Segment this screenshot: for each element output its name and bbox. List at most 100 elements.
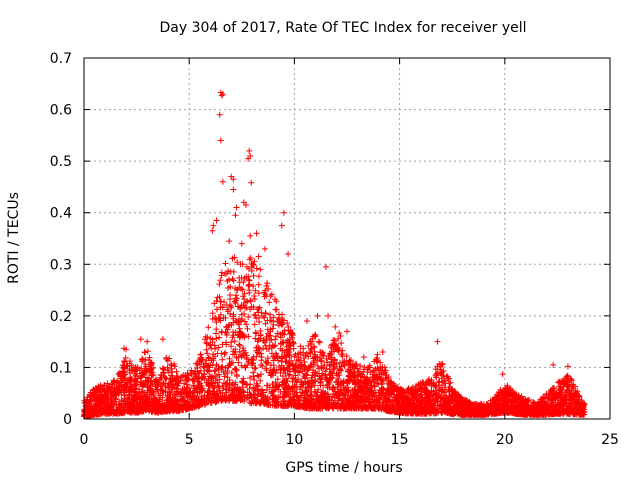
data-point xyxy=(236,341,243,348)
data-point xyxy=(202,333,209,340)
data-point xyxy=(235,321,242,328)
data-point xyxy=(236,348,243,355)
data-point xyxy=(229,334,236,341)
data-point xyxy=(255,336,262,343)
data-point xyxy=(216,376,223,383)
data-point xyxy=(254,306,261,313)
data-point xyxy=(302,397,309,404)
data-point xyxy=(374,351,381,358)
data-point xyxy=(264,359,271,366)
data-point xyxy=(417,391,424,398)
data-point xyxy=(246,281,253,288)
data-point xyxy=(284,389,291,396)
data-point xyxy=(110,388,117,395)
data-point xyxy=(173,368,180,375)
data-point xyxy=(378,391,385,398)
data-point xyxy=(504,382,511,389)
data-point xyxy=(206,355,213,362)
data-point xyxy=(153,378,160,385)
data-point xyxy=(163,354,170,361)
data-point xyxy=(207,341,214,348)
data-point xyxy=(206,342,213,349)
data-point xyxy=(272,355,279,362)
data-point xyxy=(198,354,205,361)
data-point xyxy=(285,372,292,379)
data-point xyxy=(247,297,254,304)
data-point xyxy=(308,341,315,348)
data-point xyxy=(374,364,381,371)
data-points xyxy=(81,89,588,420)
data-point xyxy=(301,392,308,399)
data-point xyxy=(248,267,255,274)
data-point xyxy=(428,398,435,405)
data-point xyxy=(307,363,314,370)
data-point xyxy=(231,338,238,345)
data-point xyxy=(305,366,312,373)
data-point xyxy=(470,401,477,408)
data-point xyxy=(213,326,220,333)
data-point xyxy=(520,396,527,403)
data-point xyxy=(177,390,184,397)
data-point xyxy=(121,409,128,416)
data-point xyxy=(333,401,340,408)
data-point xyxy=(349,362,356,369)
data-point xyxy=(247,298,254,305)
data-point xyxy=(136,386,143,393)
data-point xyxy=(267,328,274,335)
data-point xyxy=(253,265,260,272)
data-point xyxy=(574,388,581,395)
data-point xyxy=(277,334,284,341)
data-point xyxy=(221,351,228,358)
data-point xyxy=(328,355,335,362)
data-point xyxy=(307,350,314,357)
data-point xyxy=(338,351,345,358)
data-point xyxy=(337,333,344,340)
data-point xyxy=(205,324,212,331)
data-point xyxy=(342,404,349,411)
data-point xyxy=(514,410,521,417)
data-point xyxy=(218,269,225,276)
data-point xyxy=(381,364,388,371)
data-point xyxy=(194,365,201,372)
data-point xyxy=(428,404,435,411)
data-point xyxy=(281,398,288,405)
data-point xyxy=(203,339,210,346)
data-point xyxy=(219,363,226,370)
data-point xyxy=(171,363,178,370)
data-point xyxy=(338,405,345,412)
data-point xyxy=(434,402,441,409)
data-point xyxy=(576,393,583,400)
data-point xyxy=(209,336,216,343)
data-point xyxy=(244,325,251,332)
data-point xyxy=(346,398,353,405)
data-point xyxy=(310,367,317,374)
data-point xyxy=(120,372,127,379)
data-point xyxy=(275,316,282,323)
data-point xyxy=(94,411,101,418)
data-point xyxy=(253,380,260,387)
data-point xyxy=(258,393,265,400)
data-point xyxy=(223,330,230,337)
data-point xyxy=(219,341,226,348)
data-point xyxy=(323,355,330,362)
data-point xyxy=(338,401,345,408)
data-point xyxy=(568,376,575,383)
data-point xyxy=(148,359,155,366)
data-point xyxy=(304,367,311,374)
data-point xyxy=(255,314,262,321)
data-point xyxy=(359,371,366,378)
data-point xyxy=(124,380,131,387)
data-point xyxy=(320,350,327,357)
data-point xyxy=(151,407,158,414)
data-point xyxy=(111,410,118,417)
data-point xyxy=(245,358,252,365)
data-point xyxy=(115,371,122,378)
data-point xyxy=(278,353,285,360)
data-point xyxy=(290,393,297,400)
data-point xyxy=(279,321,286,328)
data-point xyxy=(126,360,133,367)
data-point xyxy=(251,292,258,299)
data-point xyxy=(556,393,563,400)
data-point xyxy=(376,399,383,406)
data-point xyxy=(413,387,420,394)
